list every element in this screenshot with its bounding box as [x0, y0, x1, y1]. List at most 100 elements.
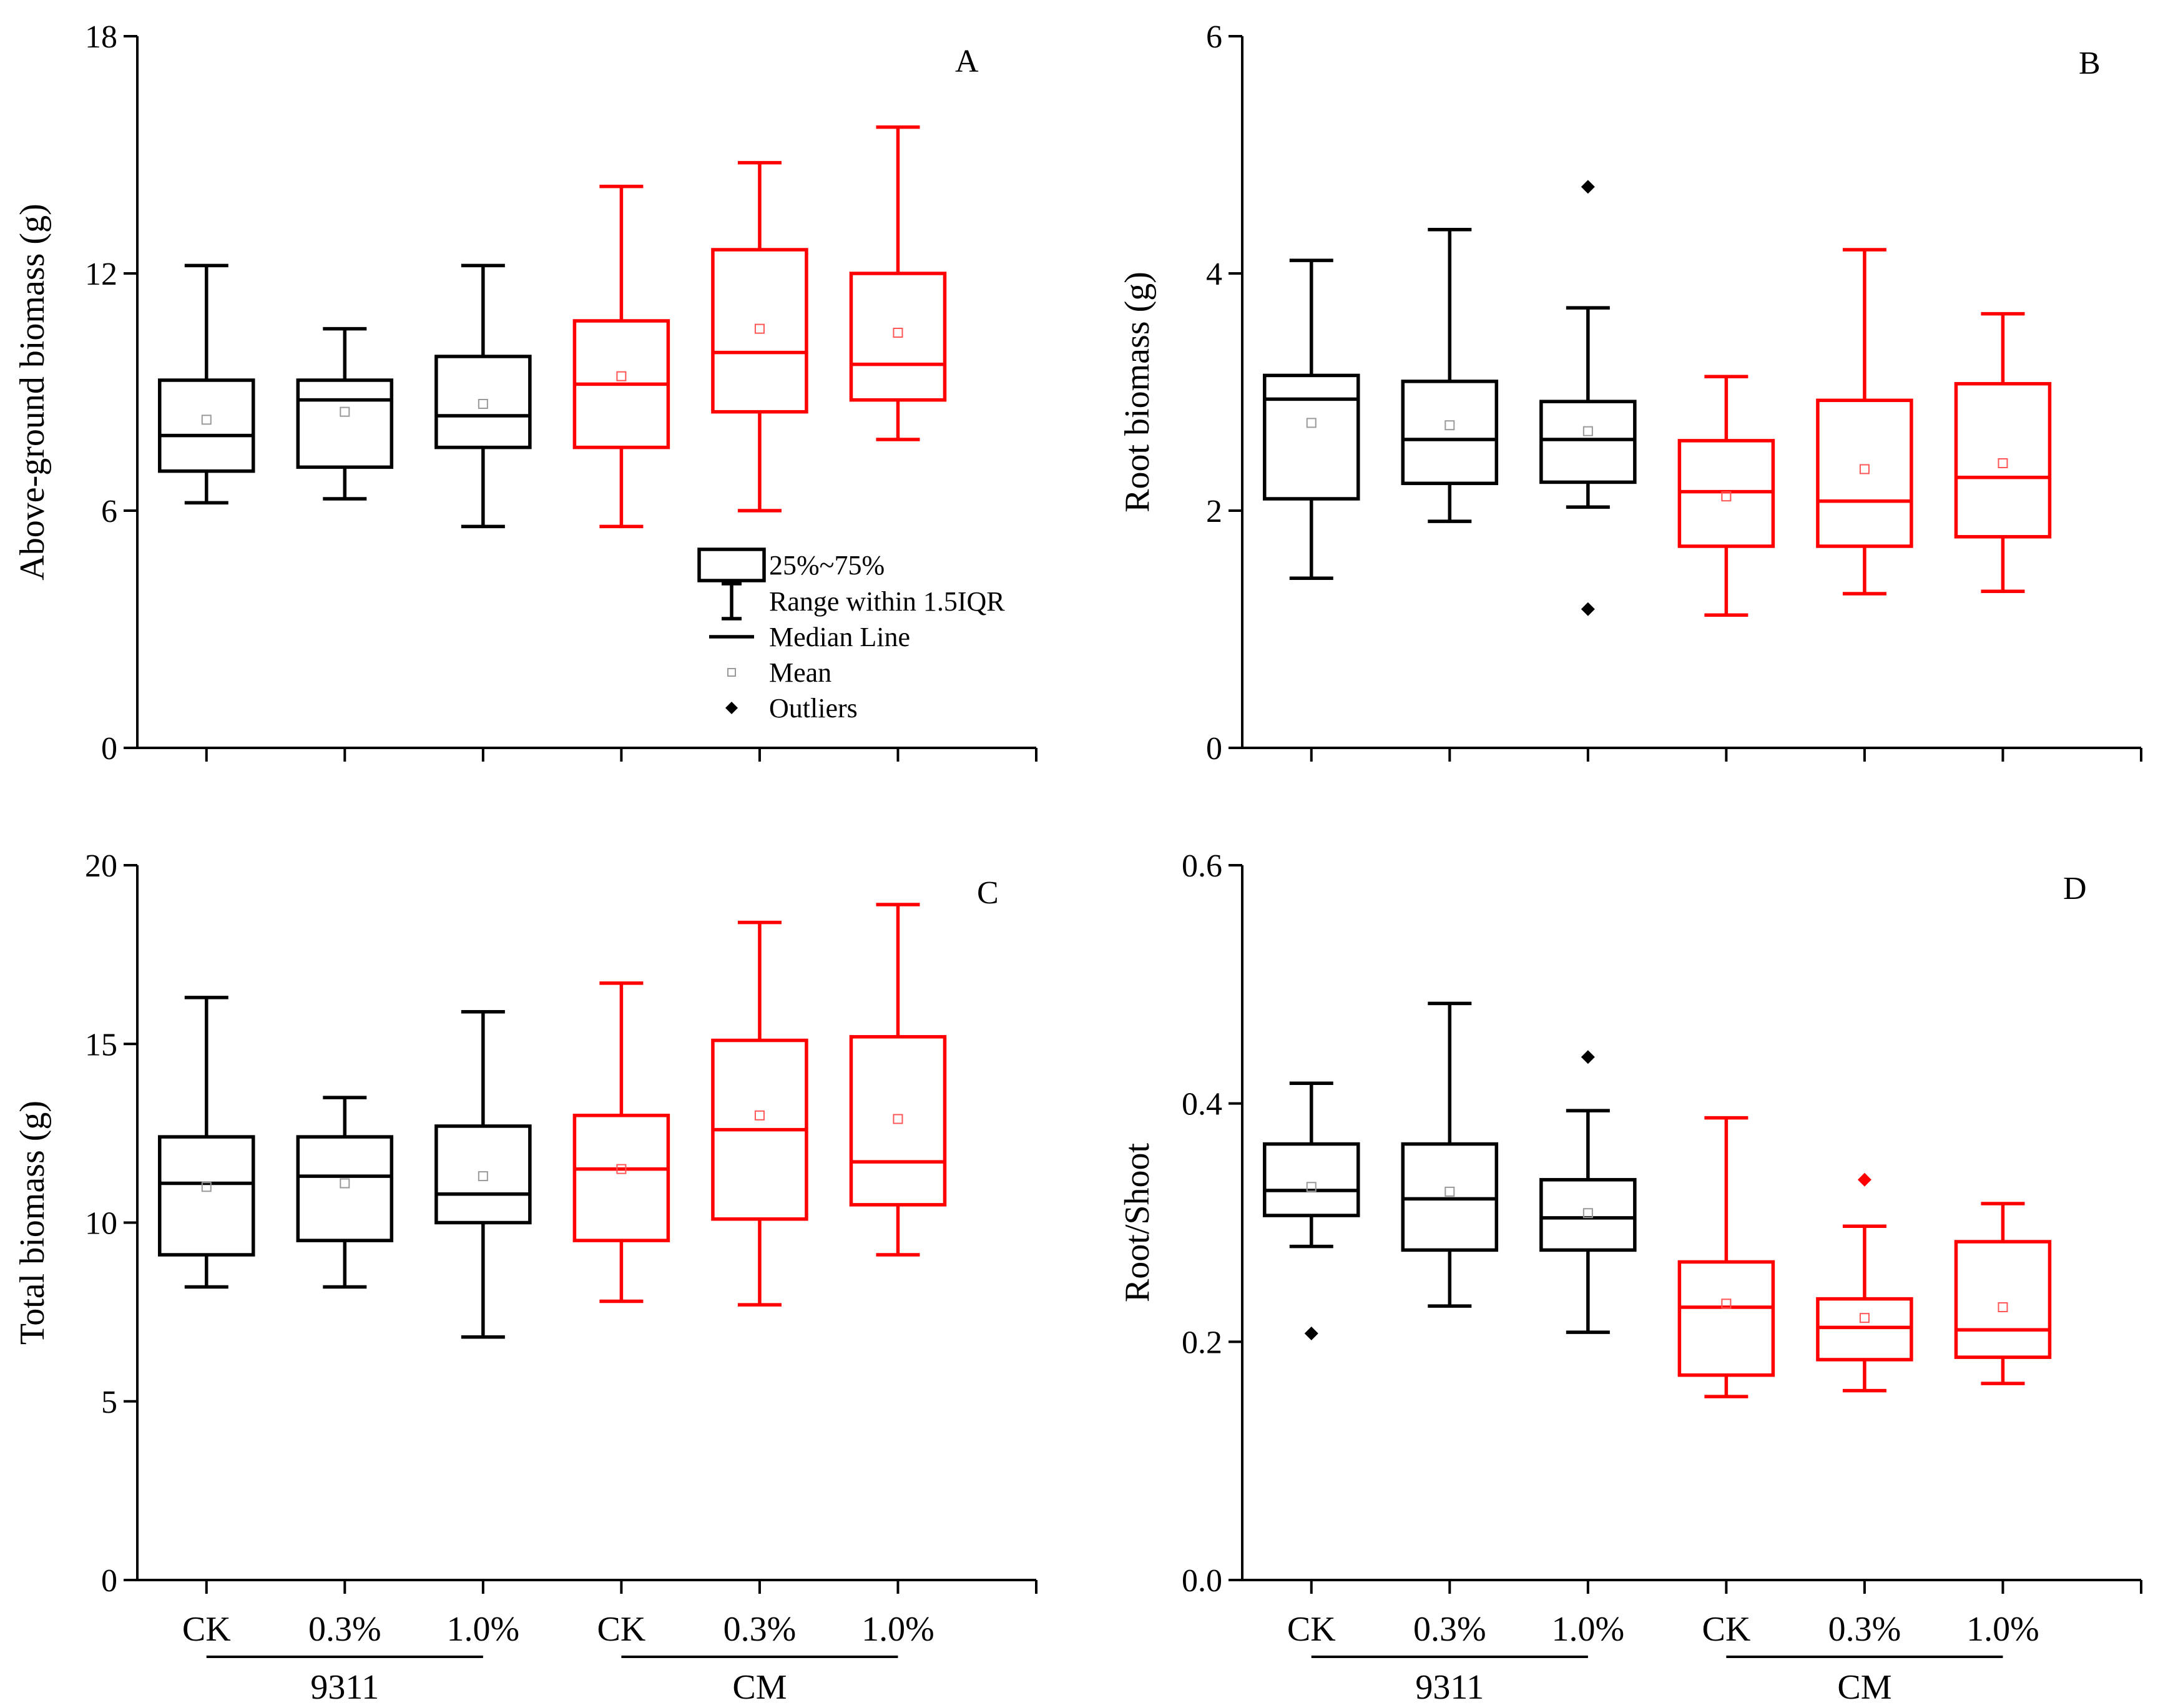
mean-marker: [201, 1182, 212, 1192]
box-9311-0.3%: [296, 1096, 394, 1289]
category-label: CK: [1702, 1610, 1750, 1649]
box-CM-CK: [572, 184, 670, 529]
box-CM-0.3%: [711, 160, 808, 513]
panel-letter: A: [955, 44, 979, 79]
iqr-box: [1263, 1142, 1360, 1217]
legend-item-median: Median Line: [709, 622, 910, 652]
iqr-box: [572, 1114, 670, 1242]
mean-marker: [478, 1171, 488, 1182]
iqr-box: [1954, 1240, 2052, 1359]
panel-c: 0 5 10 15 20 Total biomass (g) C CK 0.3% 1.0% CK 0.…: [13, 848, 1037, 1707]
y-axis-title: Root/Shoot: [1118, 1142, 1157, 1302]
group-label: CM: [1837, 1668, 1891, 1707]
y-tick-label: 5: [101, 1385, 117, 1420]
mean-marker: [616, 371, 627, 381]
box-CM-1.0%: [1954, 1202, 2052, 1385]
box-CM-CK: [572, 981, 670, 1303]
iqr-box: [711, 248, 808, 414]
category-label: 0.3%: [1828, 1610, 1901, 1649]
box-9311-1.0%: [1539, 1050, 1637, 1334]
iqr-box: [1539, 400, 1637, 484]
category-label: 1.0%: [1966, 1610, 2039, 1649]
box-9311-CK: [1263, 1081, 1360, 1340]
legend-label: 25%~75%: [769, 550, 885, 581]
box-CM-0.3%: [1816, 248, 1913, 596]
panel-a: 0 6 12 18 Above-ground biomass (g) A: [13, 19, 1037, 767]
mean-marker: [1306, 1182, 1317, 1192]
group-label: CM: [732, 1668, 787, 1707]
y-tick-label: 12: [85, 257, 117, 292]
legend-item-outlier: Outliers: [725, 693, 858, 724]
legend: 25%~75% Range within 1.5IQR Median Line Mea…: [697, 547, 1005, 724]
iqr-box: [158, 1135, 255, 1257]
y-axis-title: Root biomass (g): [1118, 272, 1157, 513]
box-CM-0.3%: [1816, 1172, 1913, 1393]
y-tick-label: 0.2: [1182, 1325, 1222, 1360]
outlier-point: [1581, 180, 1595, 194]
legend-label: Range within 1.5IQR: [769, 586, 1005, 617]
iqr-box: [1677, 1260, 1775, 1377]
iqr-box: [1401, 380, 1499, 486]
category-label: 1.0%: [447, 1610, 520, 1649]
box-9311-1.0%: [1539, 180, 1637, 616]
mean-marker: [1859, 464, 1870, 474]
box-9311-0.3%: [1401, 227, 1499, 523]
iqr-box: [1401, 1142, 1499, 1252]
legend-item-mean: Mean: [727, 657, 831, 688]
legend-item-box: 25%~75%: [697, 547, 885, 582]
iqr-box: [1677, 439, 1775, 548]
y-tick-label: 15: [85, 1027, 117, 1063]
box-CM-0.3%: [711, 920, 808, 1307]
iqr-box: [1816, 1297, 1913, 1362]
y-tick-label: 0: [101, 731, 117, 767]
box-CM-CK: [1677, 1116, 1775, 1398]
category-label: CK: [182, 1610, 231, 1649]
mean-marker: [1306, 418, 1317, 428]
iqr-box: [434, 1124, 532, 1225]
box-9311-CK: [158, 996, 255, 1289]
box-9311-1.0%: [434, 263, 532, 529]
y-tick-label: 4: [1206, 257, 1222, 292]
y-tick-label: 0: [1206, 731, 1222, 767]
category-label: 0.3%: [1413, 1610, 1486, 1649]
mean-marker: [1582, 1208, 1593, 1219]
y-tick-label: 10: [85, 1206, 117, 1242]
mean-marker: [1582, 426, 1593, 436]
y-tick-label: 0.4: [1182, 1087, 1222, 1122]
outlier-point: [1857, 1172, 1871, 1187]
box-9311-CK: [158, 263, 255, 505]
iqr-box: [158, 378, 255, 473]
category-label: CK: [1287, 1610, 1336, 1649]
box-CM-CK: [1677, 375, 1775, 617]
category-label: 0.3%: [308, 1610, 381, 1649]
y-tick-label: 18: [85, 19, 117, 55]
iqr-box: [849, 1035, 947, 1207]
mean-marker: [754, 323, 765, 334]
panel-d: 0.0 0.2 0.4 0.6 Root/Shoot D CK 0.3% 1.0% CK 0.3% 1…: [1118, 848, 2142, 1707]
iqr-box: [1954, 381, 2052, 539]
legend-label: Outliers: [769, 693, 858, 724]
mean-marker: [1721, 1298, 1732, 1309]
iqr-box: [1263, 373, 1360, 501]
mean-marker: [340, 1178, 350, 1189]
box-9311-1.0%: [434, 1009, 532, 1339]
legend-outlier-swatch: [725, 702, 738, 714]
legend-mean-swatch: [727, 668, 736, 677]
category-label: 1.0%: [861, 1610, 934, 1649]
panel-letter: B: [2079, 46, 2101, 81]
y-tick-label: 2: [1206, 494, 1222, 529]
iqr-box: [296, 378, 394, 469]
panel-letter: C: [977, 875, 999, 911]
panel-b: 0 2 4 6 Root biomass (g) B: [1118, 19, 2142, 767]
y-axis-title: Total biomass (g): [13, 1101, 52, 1345]
y-tick-label: 20: [85, 848, 117, 884]
legend-label: Mean: [769, 657, 831, 688]
mean-marker: [1444, 1186, 1455, 1197]
outlier-point: [1581, 1050, 1595, 1064]
category-label: 1.0%: [1552, 1610, 1625, 1649]
group-label: 9311: [1415, 1668, 1484, 1707]
mean-marker: [340, 406, 350, 417]
y-tick-label: 0: [101, 1563, 117, 1599]
box-CM-1.0%: [1954, 312, 2052, 593]
